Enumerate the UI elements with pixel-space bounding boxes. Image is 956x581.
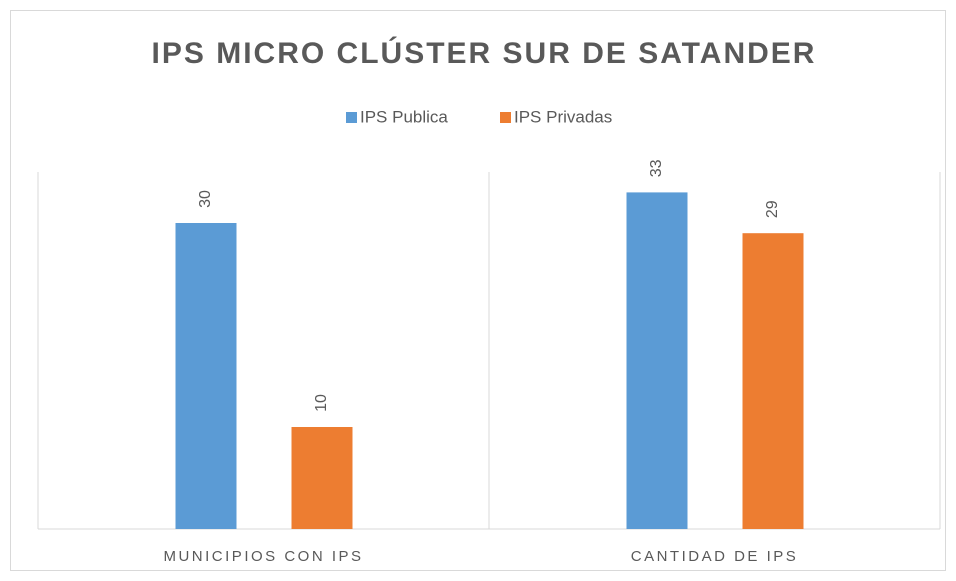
data-label: 10 xyxy=(313,394,330,412)
data-label: 33 xyxy=(648,159,665,177)
data-label: 30 xyxy=(197,190,214,208)
chart-title: IPS MICRO CLÚSTER SUR DE SATANDER xyxy=(152,36,817,70)
x-tick-label: MUNICIPIOS CON IPS xyxy=(163,548,363,565)
bar xyxy=(291,427,353,529)
bar xyxy=(626,192,688,529)
bar xyxy=(742,233,804,529)
bar xyxy=(175,223,237,529)
data-label: 29 xyxy=(764,200,781,218)
x-tick-label: CANTIDAD DE IPS xyxy=(631,548,799,565)
legend-swatch xyxy=(346,112,357,123)
legend-label: IPS Privadas xyxy=(514,107,612,126)
legend-label: IPS Publica xyxy=(360,107,448,126)
legend-swatch xyxy=(500,112,511,123)
chart-border xyxy=(10,10,946,571)
